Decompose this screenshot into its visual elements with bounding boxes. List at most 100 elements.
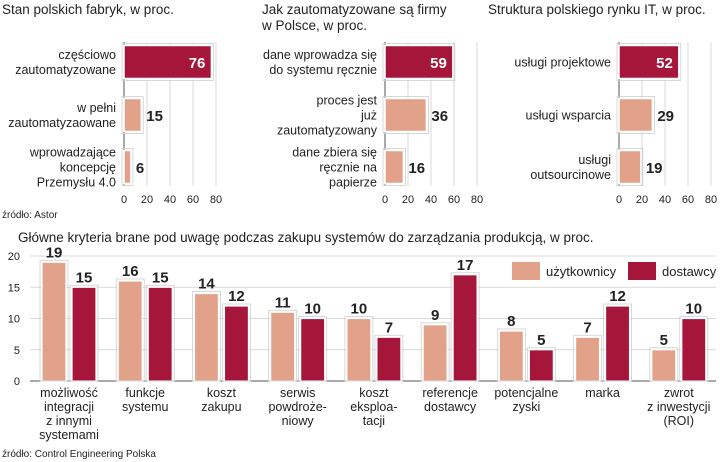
chart-4-title: Główne kryteria brane pod uwagę podczas …: [18, 230, 594, 245]
x-tick-label: 60: [187, 194, 199, 206]
bar: [422, 324, 448, 382]
legend-label: użytkownicy: [546, 264, 617, 279]
bar: [604, 305, 631, 382]
data-label: 19: [46, 244, 63, 261]
bar: [651, 349, 677, 382]
bar: [384, 149, 405, 185]
category-label: z innymi: [46, 414, 92, 428]
chart-1-title: Stan polskich fabryk, w proc.: [2, 2, 174, 17]
bar-outline: [192, 291, 221, 382]
y-tick-label: 5: [14, 345, 20, 357]
bar-outline: [222, 303, 251, 382]
category-label: zautomatyzowane: [15, 63, 116, 77]
category-label: w pełni: [76, 101, 116, 115]
bar: [618, 149, 642, 185]
bar: [223, 305, 250, 382]
category-label: z inwestycji: [647, 400, 710, 414]
bar: [498, 330, 524, 382]
category-label: koszt: [359, 386, 389, 400]
bar-outline: [382, 43, 456, 81]
category-label: do systemu ręcznie: [269, 63, 377, 77]
category-label: już: [360, 109, 377, 123]
bar: [123, 44, 213, 80]
category-label: potencjalne: [494, 386, 558, 400]
bar-outline: [39, 259, 69, 382]
x-tick-label: 20: [402, 194, 414, 206]
category-label: dane zbiera się: [292, 146, 377, 160]
bar: [528, 349, 554, 382]
category-label: koszt: [207, 386, 237, 400]
bar: [384, 44, 454, 80]
legend-swatch: [512, 262, 540, 280]
data-label: 16: [122, 263, 139, 280]
category-label: papierze: [329, 176, 377, 190]
bar-outline: [616, 43, 682, 81]
category-label: możliwość: [40, 386, 98, 400]
bar: [376, 336, 402, 382]
data-label: 7: [583, 319, 591, 336]
bar-outline: [450, 272, 480, 382]
bar-outline: [145, 284, 175, 382]
category-label: powdroże-: [268, 400, 326, 414]
x-tick-label: 80: [210, 194, 222, 206]
bar-outline: [374, 334, 404, 382]
x-tick-label: 40: [425, 194, 437, 206]
category-label: zwrot: [664, 386, 694, 400]
bar-outline: [382, 148, 406, 186]
bar-outline: [268, 309, 298, 382]
bar-outline: [616, 148, 644, 186]
data-label: 10: [304, 301, 321, 318]
data-label: 11: [275, 294, 291, 311]
data-label: 36: [431, 108, 448, 125]
bar: [346, 317, 372, 382]
data-label: 6: [136, 160, 144, 177]
category-label: zautomatyzaowane: [8, 116, 116, 130]
data-label: 14: [198, 276, 215, 293]
bar: [123, 97, 142, 133]
data-label: 8: [507, 313, 515, 330]
bar: [270, 311, 296, 382]
x-tick-label: 40: [659, 194, 671, 206]
bar-outline: [616, 96, 655, 134]
data-label: 9: [431, 307, 439, 324]
bar-outline: [382, 96, 429, 134]
y-tick-label: 20: [8, 251, 20, 263]
x-tick-label: 0: [382, 194, 388, 206]
bar: [41, 261, 67, 382]
bar: [618, 44, 680, 80]
category-label: usługi projektowe: [514, 56, 611, 70]
bar: [618, 97, 654, 133]
data-label: 52: [656, 55, 673, 72]
data-label: 12: [609, 288, 626, 305]
category-label: częściowo: [58, 48, 116, 62]
bar-outline: [573, 334, 602, 382]
category-label: tacji: [363, 414, 385, 428]
x-tick-label: 0: [121, 194, 127, 206]
bar-outline: [115, 278, 145, 382]
chart-2-title-line: w Polsce, w proc.: [261, 18, 367, 33]
data-label: 16: [408, 160, 425, 177]
category-label: referencje: [422, 386, 478, 400]
bar: [147, 286, 173, 382]
bar-outline: [603, 303, 632, 382]
category-label: integracji: [44, 400, 94, 414]
bar: [123, 149, 132, 185]
data-label: 5: [660, 332, 668, 349]
category-label: funkcje: [125, 386, 165, 400]
data-label: 12: [228, 288, 245, 305]
data-label: 17: [457, 257, 474, 274]
bar: [117, 280, 143, 382]
category-label: eksploa-: [350, 400, 397, 414]
bar-outline: [344, 316, 374, 382]
bar-outline: [121, 96, 144, 134]
bar-outline: [121, 43, 214, 81]
category-label: dostawcy: [424, 400, 477, 414]
x-tick-label: 80: [705, 194, 717, 206]
bar-outline: [526, 347, 556, 382]
category-label: ręcznie na: [319, 161, 377, 175]
data-label: 15: [146, 108, 163, 125]
bar: [681, 317, 707, 382]
legend-label: dostawcy: [662, 264, 717, 279]
category-label: systemu: [122, 400, 169, 414]
legend-swatch: [628, 262, 656, 280]
